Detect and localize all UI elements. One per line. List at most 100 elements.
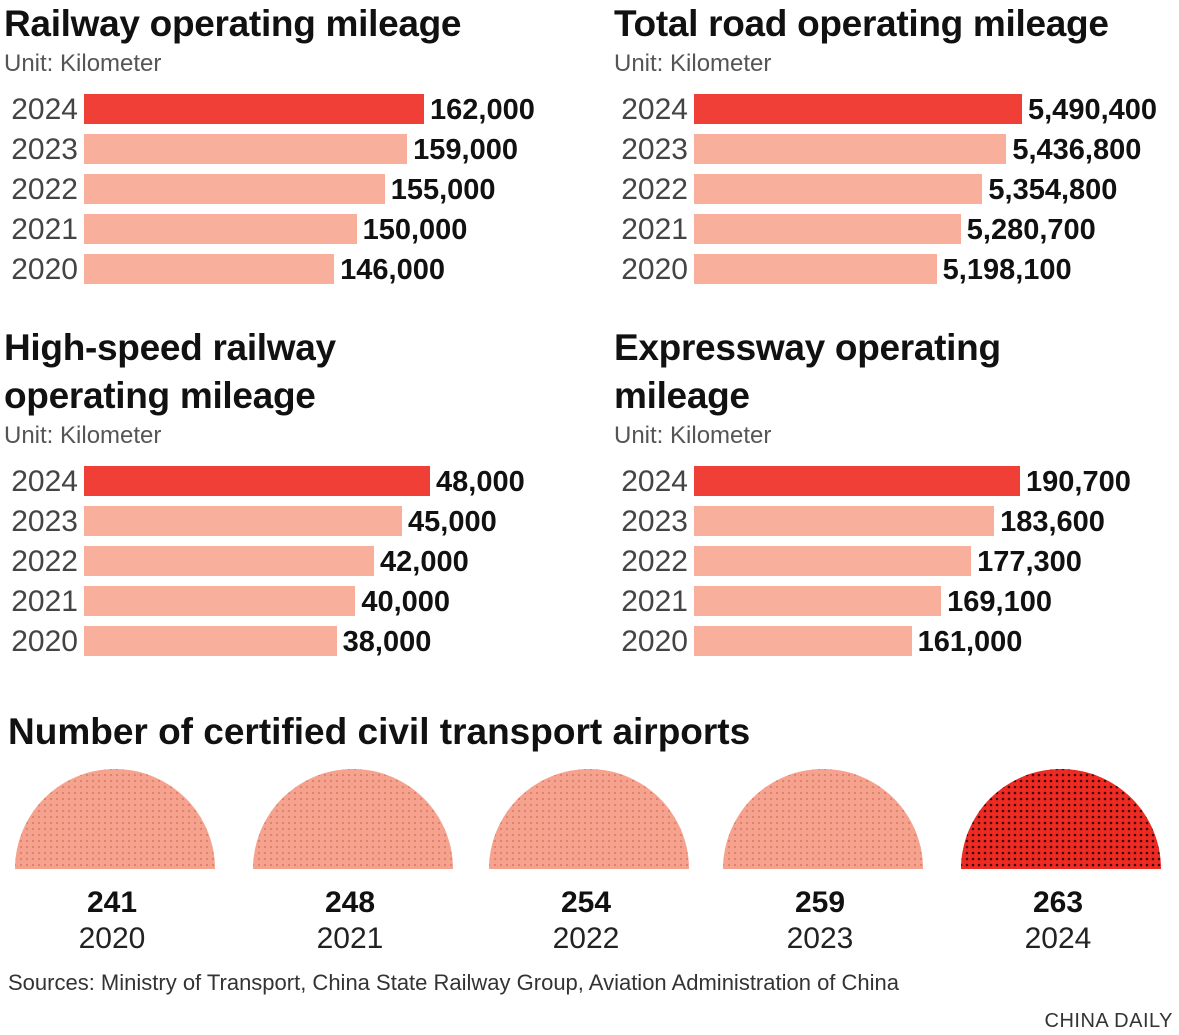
dome-fill (489, 769, 689, 869)
value-label: 146,000 (340, 254, 445, 286)
value-label: 5,198,100 (942, 254, 1072, 286)
airport-dome: 259 2023 (720, 766, 923, 958)
year-label: 2023 (11, 133, 78, 166)
bar (84, 586, 356, 616)
year-label: 2021 (621, 213, 688, 246)
bar (84, 466, 430, 496)
bar (84, 134, 408, 164)
value-label: 5,354,800 (988, 174, 1118, 206)
airport-count: 259 (794, 886, 846, 919)
value-label: 183,600 (1000, 506, 1105, 538)
bar (84, 506, 402, 536)
bar-row: 2021 5,280,700 (614, 212, 1179, 252)
value-label: 150,000 (362, 214, 468, 246)
year-label: 2020 (621, 625, 688, 658)
bar (84, 174, 385, 204)
chart-unit: Unit: Kilometer (614, 422, 772, 449)
bar (694, 626, 912, 656)
bar-row: 2021 150,000 (4, 212, 584, 252)
credit-label: CHINA DAILY (1044, 1010, 1173, 1032)
bar-row: 2021 40,000 (4, 584, 584, 624)
expressway-mileage-chart: Expressway operating mileage Unit: Kilom… (614, 324, 1179, 664)
bar-rows: 2024 162,000 2023 159,000 2022 155,000 2021 150… (4, 92, 584, 292)
value-label: 190,700 (1026, 466, 1131, 498)
value-label: 38,000 (342, 626, 432, 658)
bar-row: 2020 38,000 (4, 624, 584, 664)
dome-shape (723, 769, 923, 869)
dome-fill (253, 769, 453, 869)
bar-row: 2022 42,000 (4, 544, 584, 584)
airport-count: 254 (560, 886, 612, 919)
year-label: 2021 (11, 585, 78, 618)
year-label: 2020 (11, 625, 78, 658)
road-mileage-chart: Total road operating mileage Unit: Kilom… (614, 0, 1179, 292)
year-label: 2020 (621, 253, 688, 286)
dome-shape (489, 769, 689, 869)
sources-note: Sources: Ministry of Transport, China St… (8, 970, 900, 995)
bar (694, 546, 972, 576)
bar (694, 586, 942, 616)
bar (694, 466, 1020, 496)
value-label: 42,000 (380, 546, 469, 578)
bar-row: 2024 48,000 (4, 464, 584, 504)
bar (84, 94, 424, 124)
value-label: 159,000 (413, 134, 518, 166)
bar-row: 2020 146,000 (4, 252, 584, 292)
bar (84, 254, 335, 284)
value-label: 155,000 (390, 174, 496, 206)
airport-count: 263 (1032, 886, 1084, 919)
dome-fill (723, 769, 923, 869)
value-label: 5,436,800 (1012, 134, 1142, 166)
year-label: 2022 (621, 173, 688, 206)
chart-title: High-speed railway operating mileage (4, 327, 336, 416)
bar-row: 2023 183,600 (614, 504, 1179, 544)
value-label: 48,000 (436, 466, 525, 498)
chart-title: Expressway operating mileage (614, 327, 1001, 416)
airport-dome: 254 2022 (486, 766, 689, 958)
bar-rows: 2024 48,000 2023 45,000 2022 42,000 2021 40,000… (4, 464, 584, 664)
bar-row: 2024 5,490,400 (614, 92, 1179, 132)
bar-row: 2020 161,000 (614, 624, 1179, 664)
chart-unit: Unit: Kilometer (4, 422, 162, 449)
bar (694, 254, 937, 284)
bar (694, 214, 961, 244)
value-label: 169,100 (947, 586, 1052, 618)
dome-shape (15, 769, 215, 869)
year-label: 2024 (11, 465, 78, 498)
bar-row: 2020 5,198,100 (614, 252, 1179, 292)
airport-year: 2022 (552, 922, 620, 955)
dome-fill (15, 769, 215, 869)
bar-row: 2022 177,300 (614, 544, 1179, 584)
bar (84, 214, 357, 244)
airport-count: 241 (86, 886, 138, 919)
value-label: 5,490,400 (1028, 94, 1158, 126)
year-label: 2024 (621, 93, 688, 126)
airport-count: 248 (324, 886, 376, 919)
year-label: 2023 (621, 505, 688, 538)
bar-row: 2024 162,000 (4, 92, 584, 132)
airport-dome: 263 2024 (958, 766, 1161, 958)
chart-title: Railway operating mileage (4, 3, 462, 44)
bar-row: 2021 169,100 (614, 584, 1179, 624)
bar (694, 94, 1022, 124)
year-label: 2024 (621, 465, 688, 498)
dome-fill (961, 769, 1161, 869)
dome-shape (253, 769, 453, 869)
year-label: 2021 (11, 213, 78, 246)
bar-row: 2023 45,000 (4, 504, 584, 544)
airports-chart-title: Number of certified civil transport airp… (8, 711, 751, 752)
bar-rows: 2024 190,700 2023 183,600 2022 177,300 2021 169… (614, 464, 1179, 664)
bar-row: 2024 190,700 (614, 464, 1179, 504)
chart-unit: Unit: Kilometer (4, 50, 162, 77)
airport-year: 2020 (78, 922, 146, 955)
bar (694, 174, 983, 204)
year-label: 2022 (11, 545, 78, 578)
high-speed-railway-chart: High-speed railway operating mileage Uni… (4, 324, 584, 664)
airport-dome: 248 2021 (250, 766, 453, 958)
airport-year: 2024 (1024, 922, 1092, 955)
year-label: 2022 (621, 545, 688, 578)
year-label: 2022 (11, 173, 78, 206)
value-label: 40,000 (361, 586, 451, 618)
value-label: 177,300 (977, 546, 1082, 578)
year-label: 2021 (621, 585, 688, 618)
